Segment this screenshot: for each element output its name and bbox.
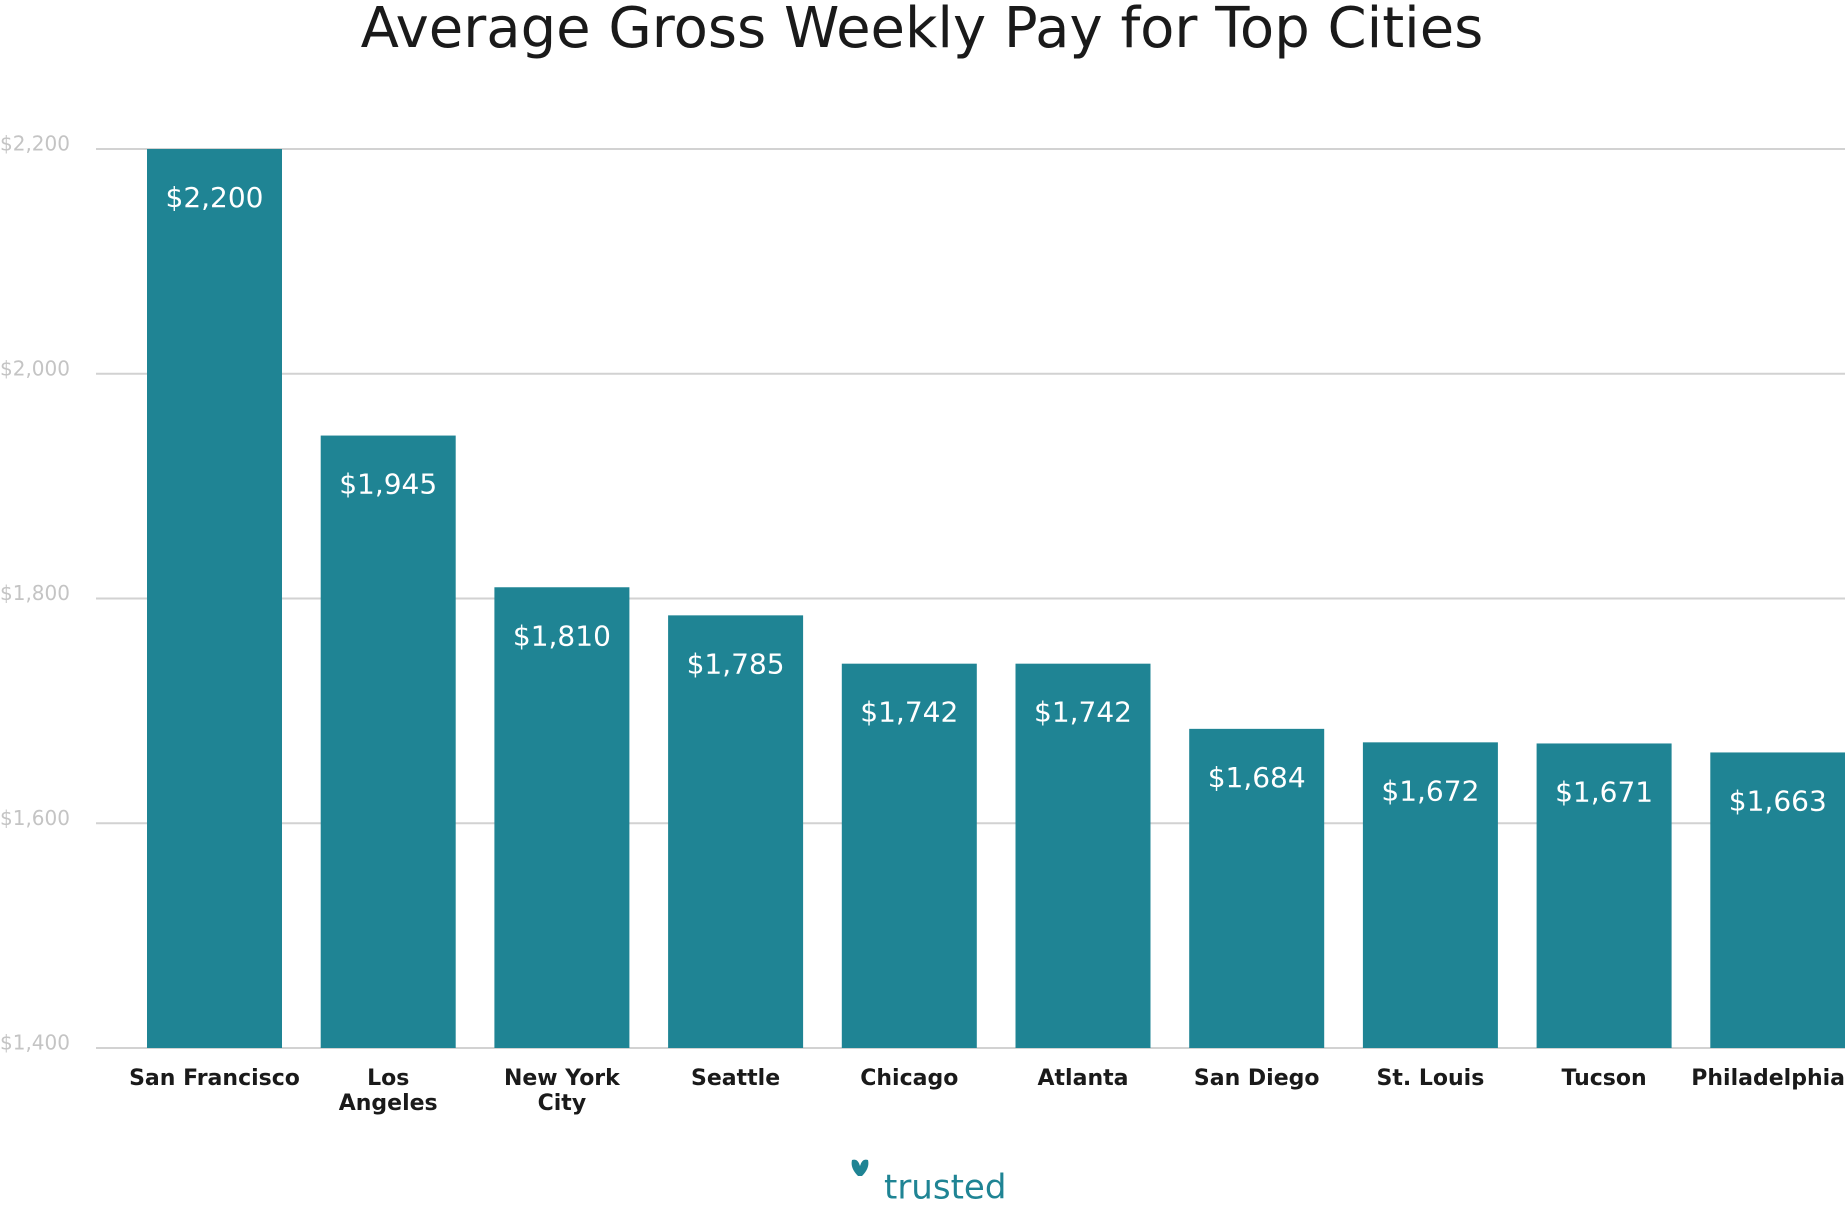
value-label: $1,663 — [1729, 784, 1827, 817]
value-label: $1,810 — [513, 619, 611, 652]
value-label: $1,742 — [1034, 696, 1132, 729]
bar — [1362, 742, 1498, 1048]
x-tick-label: San Francisco — [129, 1066, 300, 1091]
x-tick-label: New York City — [503, 1066, 620, 1116]
bar — [668, 615, 804, 1048]
x-tick-label: Chicago — [860, 1066, 959, 1091]
bar — [1189, 728, 1325, 1048]
bar — [1710, 752, 1845, 1048]
x-tick-label: Philadelphia — [1691, 1066, 1845, 1091]
x-tick-label: Tucson — [1561, 1066, 1647, 1091]
value-label: $1,672 — [1381, 774, 1479, 807]
x-tick-label: St. Louis — [1376, 1066, 1485, 1091]
bar — [494, 587, 630, 1048]
bar — [147, 149, 282, 1048]
y-tick-label: $2,000 — [0, 356, 70, 380]
y-tick-label: $1,600 — [0, 806, 70, 830]
value-label: $2,200 — [166, 181, 264, 214]
logo-text: trusted — [884, 1168, 1006, 1206]
bar — [320, 435, 456, 1048]
x-tick-label: Atlanta — [1037, 1066, 1129, 1091]
logo: trusted — [851, 1159, 1006, 1206]
x-tick-label: Seattle — [691, 1066, 781, 1091]
x-tick-label: San Diego — [1193, 1066, 1320, 1091]
bar — [841, 663, 977, 1048]
logo-icon — [851, 1159, 869, 1176]
y-tick-label: $2,200 — [0, 132, 70, 156]
value-label: $1,671 — [1555, 775, 1653, 808]
y-tick-label: $1,800 — [0, 581, 70, 605]
bar — [1015, 663, 1151, 1048]
chart-title: Average Gross Weekly Pay for Top Cities — [361, 0, 1484, 61]
value-label: $1,785 — [687, 647, 785, 680]
bar — [1536, 743, 1672, 1048]
value-label: $1,742 — [860, 696, 958, 729]
value-label: $1,945 — [339, 468, 437, 501]
x-tick-label: Los Angeles — [338, 1066, 438, 1116]
value-label: $1,684 — [1208, 761, 1306, 794]
y-tick-label: $1,400 — [0, 1031, 70, 1055]
